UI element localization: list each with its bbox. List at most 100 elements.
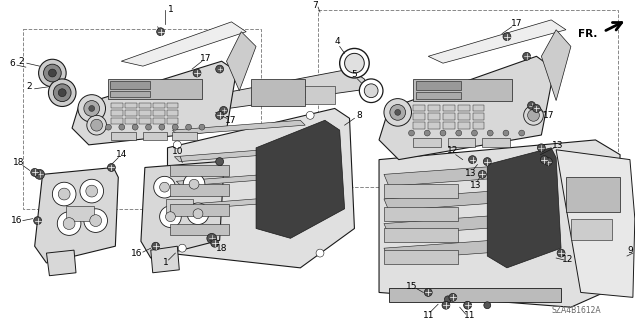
Circle shape (90, 215, 102, 227)
Polygon shape (143, 69, 369, 118)
Polygon shape (541, 30, 571, 100)
Circle shape (108, 164, 115, 172)
Circle shape (468, 156, 476, 164)
Circle shape (424, 130, 430, 136)
Polygon shape (35, 167, 118, 263)
Text: 10: 10 (172, 147, 183, 156)
Circle shape (306, 111, 314, 119)
Circle shape (395, 109, 401, 115)
Text: 15: 15 (406, 282, 417, 291)
Bar (413, 105, 425, 111)
Circle shape (199, 124, 205, 130)
Bar (384, 228, 458, 242)
Polygon shape (141, 162, 223, 258)
Bar (166, 118, 179, 124)
Bar (111, 91, 150, 97)
Text: 16: 16 (131, 249, 143, 258)
Circle shape (87, 115, 106, 135)
Circle shape (179, 244, 186, 252)
Circle shape (58, 188, 70, 200)
Text: 12: 12 (563, 255, 573, 264)
Circle shape (557, 249, 565, 257)
Polygon shape (227, 32, 256, 91)
Circle shape (84, 209, 108, 232)
Circle shape (159, 124, 165, 130)
Bar (318, 10, 618, 187)
Text: 18: 18 (216, 244, 227, 253)
Circle shape (408, 130, 415, 136)
Text: 9: 9 (627, 246, 633, 255)
Circle shape (31, 168, 38, 176)
Text: 5: 5 (351, 70, 357, 79)
Circle shape (53, 84, 71, 101)
Circle shape (442, 301, 450, 309)
Circle shape (189, 179, 199, 189)
Bar (153, 118, 164, 124)
Circle shape (484, 302, 491, 309)
Text: 11: 11 (422, 311, 434, 320)
Text: 13: 13 (470, 181, 481, 190)
Bar (443, 122, 455, 129)
Text: 1: 1 (163, 259, 168, 268)
Circle shape (187, 203, 209, 225)
Circle shape (523, 52, 531, 60)
Circle shape (472, 130, 477, 136)
Bar (458, 113, 470, 120)
Bar (443, 105, 455, 111)
Circle shape (527, 109, 540, 121)
Text: 17: 17 (511, 19, 522, 28)
Circle shape (440, 130, 446, 136)
Polygon shape (177, 172, 309, 186)
Circle shape (159, 206, 181, 228)
Polygon shape (428, 20, 566, 63)
Text: 2: 2 (18, 57, 24, 66)
Circle shape (193, 69, 201, 77)
Circle shape (216, 158, 223, 165)
Circle shape (479, 171, 486, 178)
Bar (458, 122, 470, 129)
Circle shape (444, 296, 451, 303)
Bar (413, 113, 425, 120)
Circle shape (340, 48, 369, 78)
Polygon shape (47, 250, 76, 276)
Bar (23, 29, 261, 209)
Bar (170, 224, 230, 236)
Circle shape (220, 107, 227, 114)
Bar (125, 118, 137, 124)
Circle shape (538, 144, 545, 152)
Bar (111, 132, 136, 140)
Text: 8: 8 (356, 111, 362, 120)
Circle shape (216, 111, 223, 119)
Bar (139, 118, 151, 124)
Bar (108, 79, 202, 99)
Bar (166, 199, 193, 213)
Bar (384, 184, 458, 198)
Circle shape (364, 84, 378, 98)
Bar (413, 122, 425, 129)
Circle shape (38, 59, 66, 87)
Circle shape (91, 119, 102, 131)
Bar (458, 105, 470, 111)
Circle shape (316, 249, 324, 257)
Circle shape (390, 105, 406, 120)
Circle shape (207, 233, 217, 243)
Circle shape (183, 173, 205, 195)
Polygon shape (168, 108, 355, 268)
Text: 7: 7 (312, 1, 318, 10)
Bar (571, 219, 612, 240)
Bar (472, 113, 484, 120)
Circle shape (58, 89, 66, 97)
Circle shape (540, 156, 548, 164)
Circle shape (359, 79, 383, 102)
Circle shape (63, 218, 75, 229)
Circle shape (44, 64, 61, 82)
Circle shape (49, 79, 76, 107)
Circle shape (34, 217, 42, 225)
Text: FR.: FR. (578, 29, 598, 39)
Circle shape (106, 124, 111, 130)
Polygon shape (256, 120, 344, 238)
Bar (166, 110, 179, 116)
Circle shape (483, 158, 491, 165)
Polygon shape (379, 56, 554, 160)
Circle shape (344, 53, 364, 73)
